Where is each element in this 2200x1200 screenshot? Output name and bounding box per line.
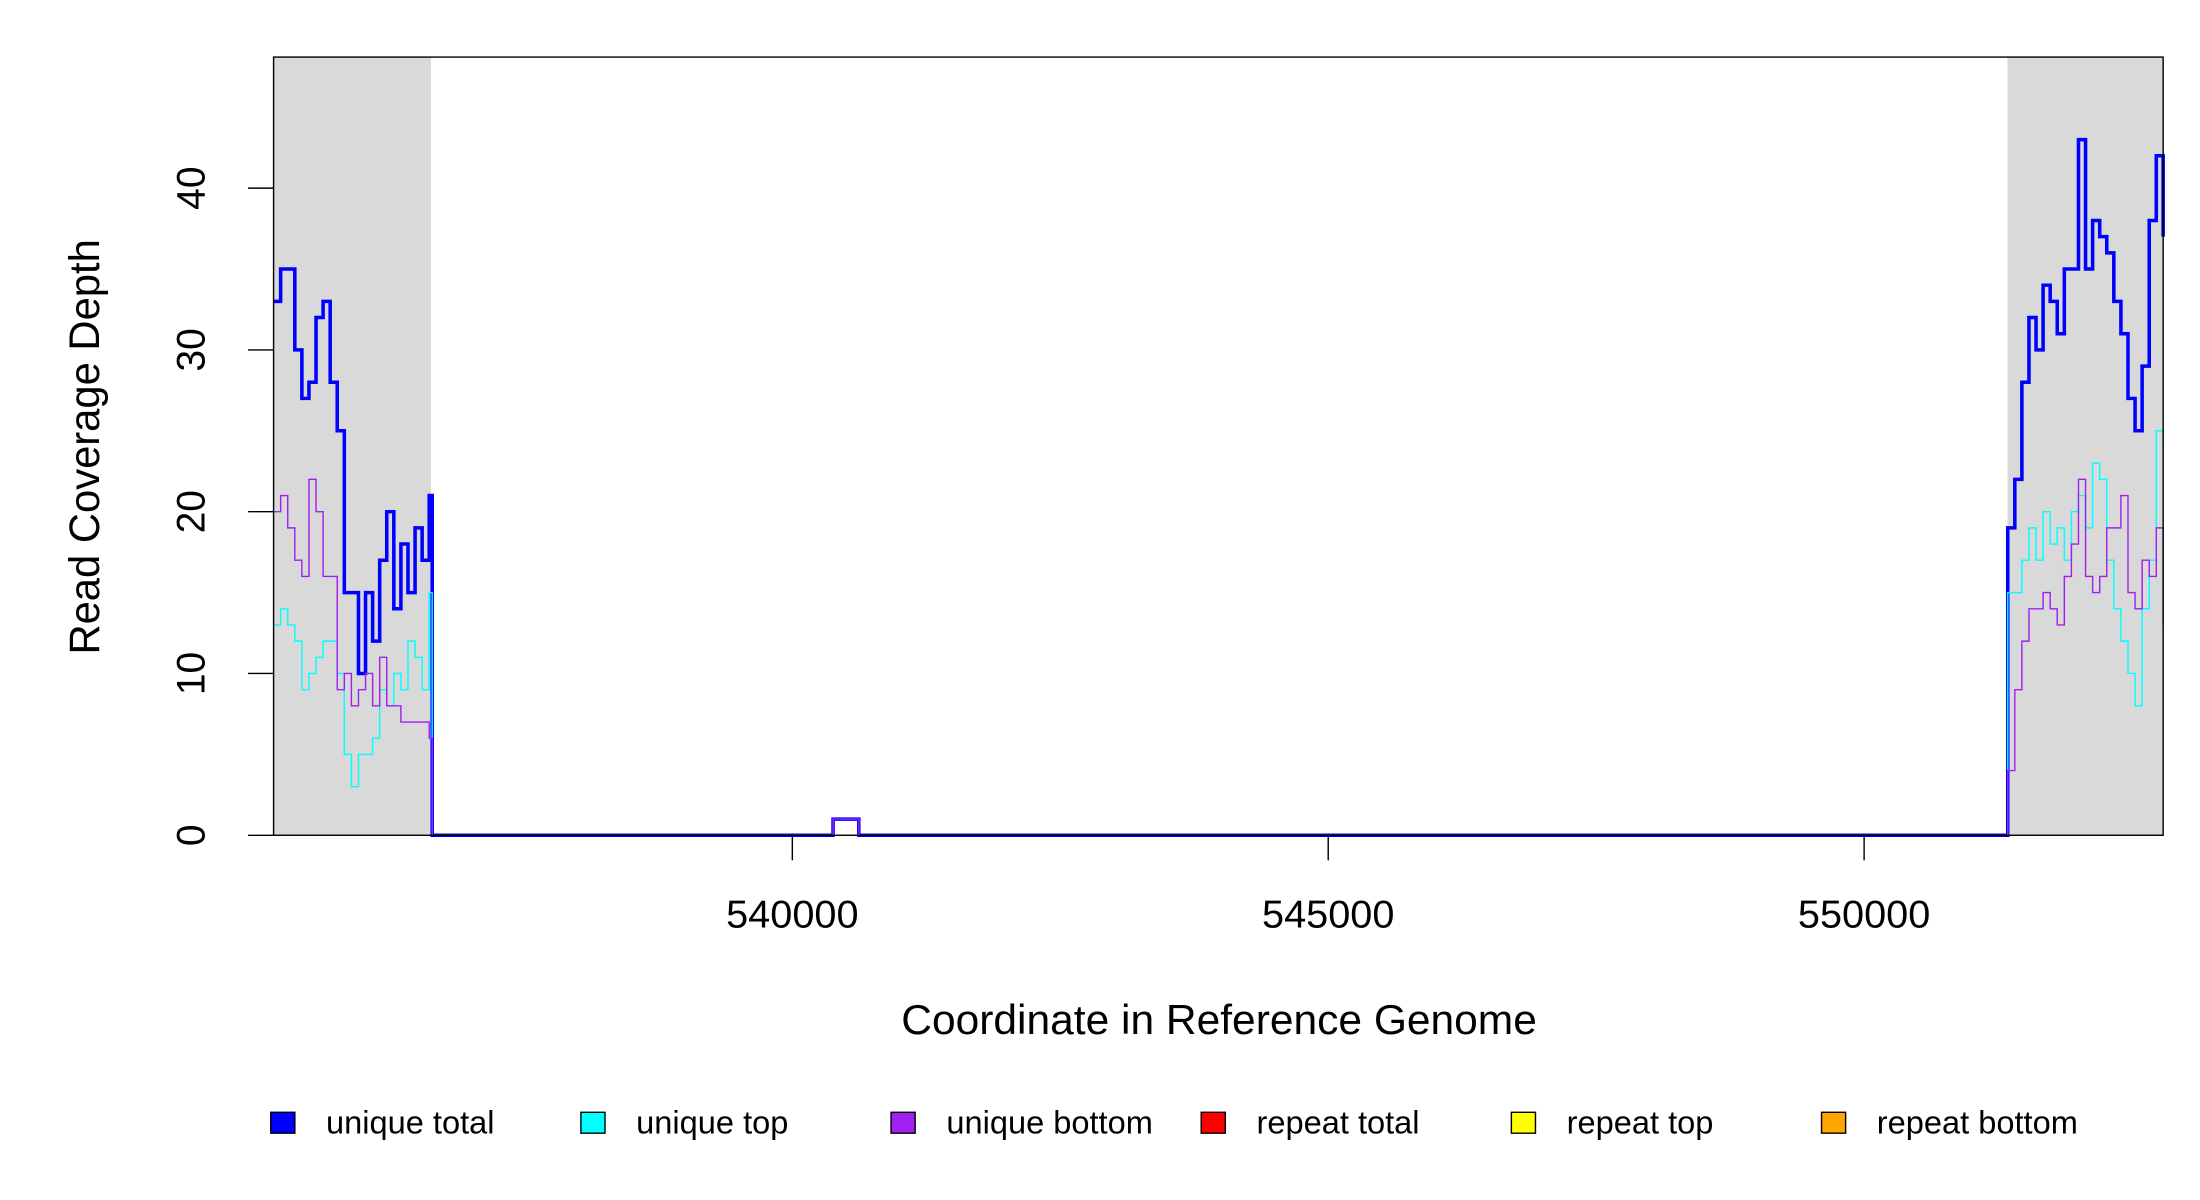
y-tick-label: 20: [169, 490, 213, 533]
legend-label: unique top: [636, 1105, 788, 1141]
legend-label: unique bottom: [946, 1105, 1153, 1141]
legend-swatch: [1200, 1111, 1227, 1134]
y-tick-label: 40: [169, 166, 213, 209]
series-line: [273, 137, 2165, 838]
series-line: [273, 478, 2164, 836]
legend-label: unique total: [326, 1105, 495, 1141]
x-tick-label: 540000: [726, 893, 858, 937]
legend-swatch: [270, 1111, 296, 1134]
plot-frame: [272, 56, 2164, 836]
y-tick-label: 30: [169, 328, 213, 371]
legend-label: repeat bottom: [1877, 1105, 2078, 1141]
legend-swatch: [580, 1111, 606, 1134]
legend-swatch: [890, 1111, 916, 1134]
legend-label: repeat total: [1256, 1105, 1419, 1141]
legend-swatch: [1820, 1111, 1847, 1134]
legend-label: repeat top: [1567, 1105, 1714, 1141]
series-line: [273, 430, 2164, 836]
y-axis-label: Read Coverage Depth: [61, 239, 108, 654]
shaded-region: [273, 57, 431, 836]
x-axis-label: Coordinate in Reference Genome: [901, 997, 1537, 1044]
y-tick-label: 10: [169, 652, 213, 695]
x-tick-label: 550000: [1798, 893, 1930, 937]
y-tick-label: 0: [169, 824, 213, 846]
legend-swatch: [1510, 1111, 1537, 1134]
x-tick-label: 545000: [1262, 893, 1394, 937]
